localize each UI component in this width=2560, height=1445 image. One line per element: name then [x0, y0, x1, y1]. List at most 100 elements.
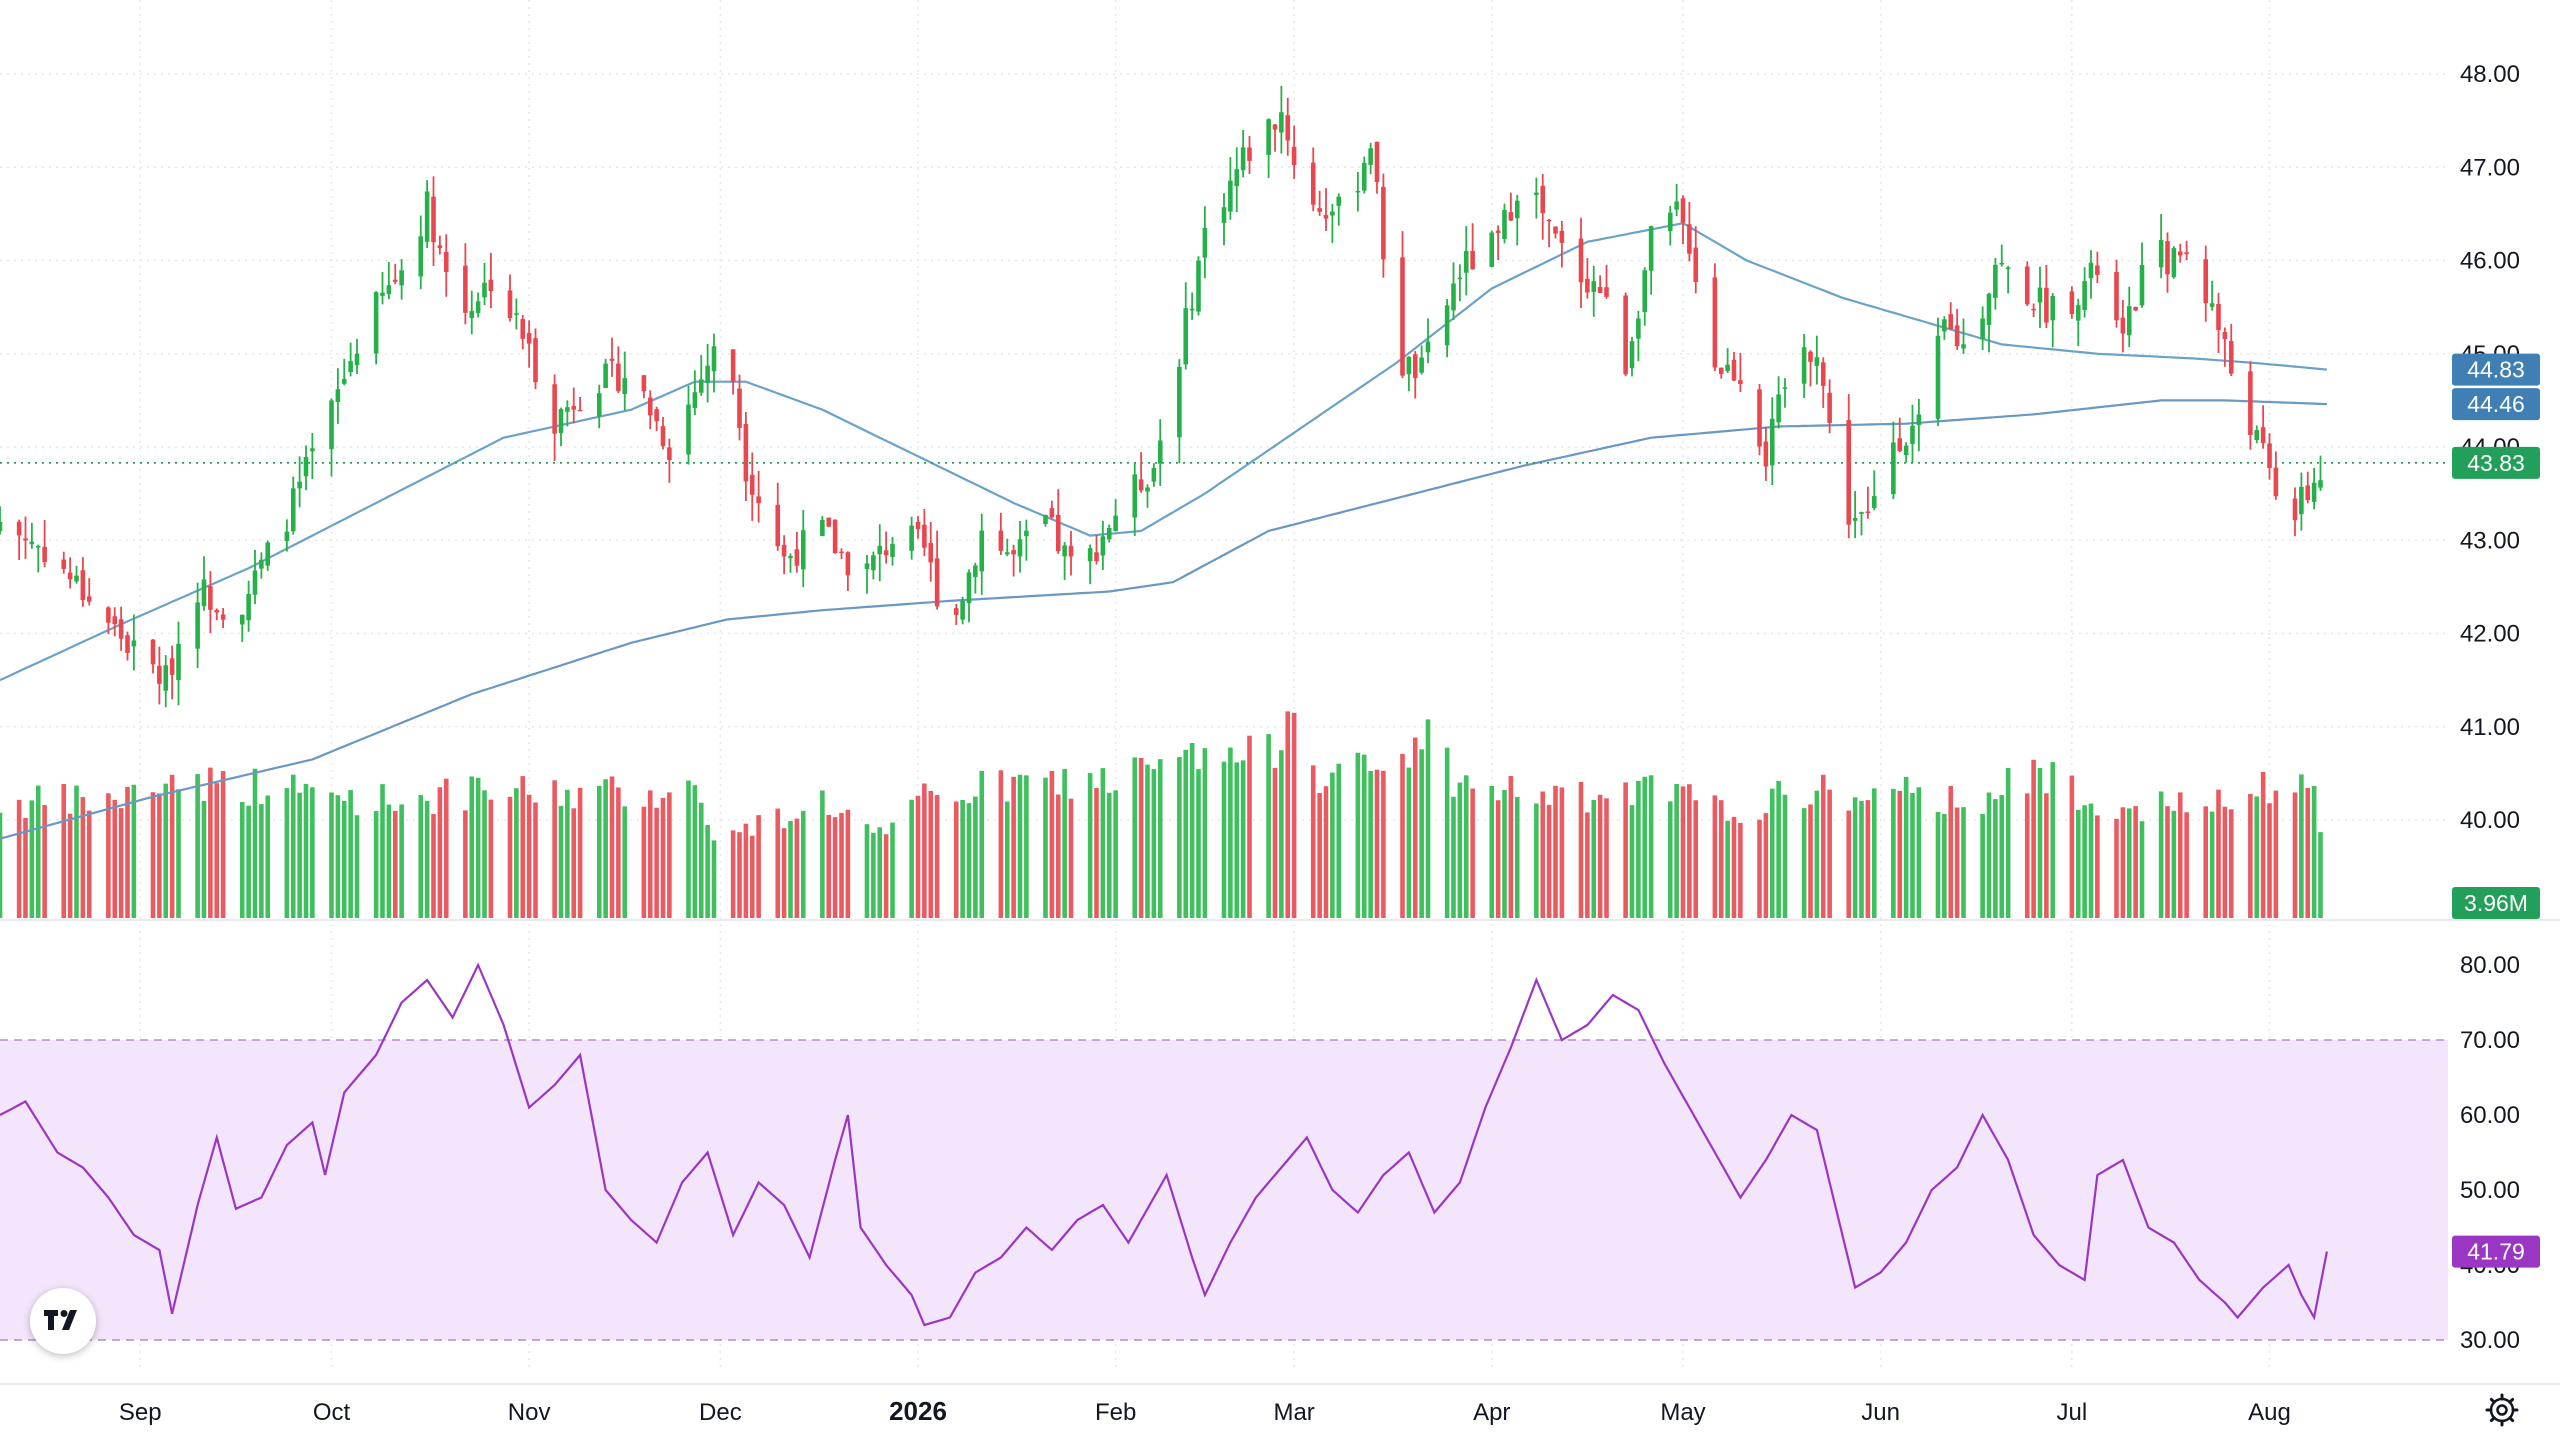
- candle-body: [1553, 226, 1558, 234]
- volume-bar: [1801, 808, 1807, 918]
- volume-bar: [2209, 811, 2215, 918]
- candle: [1731, 351, 1737, 382]
- volume-bar: [2095, 815, 2100, 918]
- candle: [883, 531, 889, 564]
- candle-body: [692, 392, 698, 408]
- candle-body: [2311, 482, 2317, 502]
- volume-bar: [520, 776, 526, 918]
- candle-body: [208, 586, 213, 610]
- rsi-tick-label: 30.00: [2460, 1327, 2520, 1354]
- price-tick-label: 46.00: [2460, 248, 2520, 275]
- candle-body: [1425, 341, 1431, 353]
- candle: [1291, 125, 1297, 179]
- candle: [507, 274, 513, 322]
- candle-body: [1903, 445, 1909, 456]
- volume-bar: [890, 822, 895, 918]
- volume-bar: [297, 792, 302, 918]
- candle: [973, 562, 978, 594]
- volume-bar: [1323, 786, 1329, 918]
- candle: [1132, 463, 1138, 537]
- candle-body: [1068, 545, 1074, 557]
- volume-bar: [265, 795, 271, 918]
- candle-body: [1381, 186, 1386, 260]
- candle: [1272, 124, 1278, 152]
- candle-body: [2203, 259, 2209, 304]
- volume-bar: [1457, 782, 1463, 918]
- ma-fast-badge: 44.83: [2452, 353, 2540, 386]
- candle-body: [1132, 474, 1138, 518]
- rsi-value-badge: 41.79: [2452, 1235, 2540, 1268]
- candle-body: [23, 538, 28, 541]
- candle: [749, 452, 755, 521]
- candle: [1381, 173, 1386, 278]
- candle: [2267, 433, 2272, 480]
- candle: [443, 234, 449, 297]
- candle-body: [1769, 418, 1775, 466]
- volume-bar: [1463, 775, 1469, 918]
- candle-body: [2082, 281, 2087, 311]
- volume-bar: [1266, 734, 1271, 918]
- volume-bar: [1667, 801, 1673, 918]
- candle: [1266, 118, 1271, 179]
- candle-body: [654, 409, 659, 422]
- candle: [195, 582, 200, 669]
- candle: [329, 398, 334, 477]
- settings-gear-icon[interactable]: [2484, 1392, 2520, 1428]
- candle-body: [1827, 392, 1832, 423]
- volume-bar: [1935, 811, 1941, 918]
- candle-body: [1234, 169, 1240, 187]
- candle-body: [864, 563, 870, 570]
- rsi-value-badge-text: 41.79: [2467, 1239, 2525, 1265]
- volume-bar: [1693, 800, 1699, 918]
- candle-body: [1648, 226, 1654, 271]
- candle-body: [603, 363, 608, 389]
- volume-bar: [603, 779, 608, 918]
- candle: [1680, 195, 1686, 245]
- candle-body: [966, 572, 972, 604]
- candle: [1718, 367, 1724, 379]
- volume-bar: [112, 799, 118, 918]
- candle: [214, 608, 220, 621]
- candle: [1859, 511, 1864, 536]
- candle: [1942, 316, 1947, 340]
- time-tick-label: Aug: [2248, 1399, 2291, 1426]
- candle: [864, 554, 870, 594]
- candle-body: [514, 313, 519, 315]
- candle: [252, 549, 258, 605]
- candle-body: [335, 389, 341, 403]
- volume-bar: [201, 801, 207, 918]
- candle-body: [1087, 548, 1093, 562]
- candle: [1820, 357, 1826, 408]
- candle-body: [2228, 341, 2234, 374]
- candle-body: [1355, 190, 1361, 193]
- candle-body: [1999, 262, 2005, 265]
- tradingview-logo-icon[interactable]: [30, 1288, 96, 1354]
- candle-body: [348, 361, 353, 373]
- candle: [2158, 213, 2164, 279]
- candle: [2031, 303, 2036, 318]
- volume-bar: [552, 780, 557, 918]
- volume-bar: [163, 783, 169, 918]
- volume-bar: [1585, 812, 1590, 918]
- rsi-band: [0, 1039, 2448, 1341]
- volume-bar: [507, 796, 513, 918]
- candle-body: [431, 196, 436, 243]
- time-tick-label: Jul: [2057, 1399, 2088, 1426]
- volume-bar: [0, 812, 3, 918]
- candle-body: [2292, 498, 2298, 521]
- candle-body: [1247, 147, 1252, 161]
- volume-bar: [386, 804, 392, 918]
- candle-body: [2267, 443, 2272, 468]
- volume-bar: [1680, 786, 1686, 918]
- volume-bar: [195, 774, 200, 918]
- volume-bar: [2165, 806, 2170, 918]
- volume-bar: [565, 789, 570, 918]
- candle-body: [1004, 552, 1010, 555]
- candle-body: [1667, 212, 1673, 232]
- price-tick-label: 48.00: [2460, 61, 2520, 88]
- volume-bar: [2126, 808, 2132, 918]
- candle: [424, 180, 430, 249]
- candle-body: [2177, 251, 2183, 256]
